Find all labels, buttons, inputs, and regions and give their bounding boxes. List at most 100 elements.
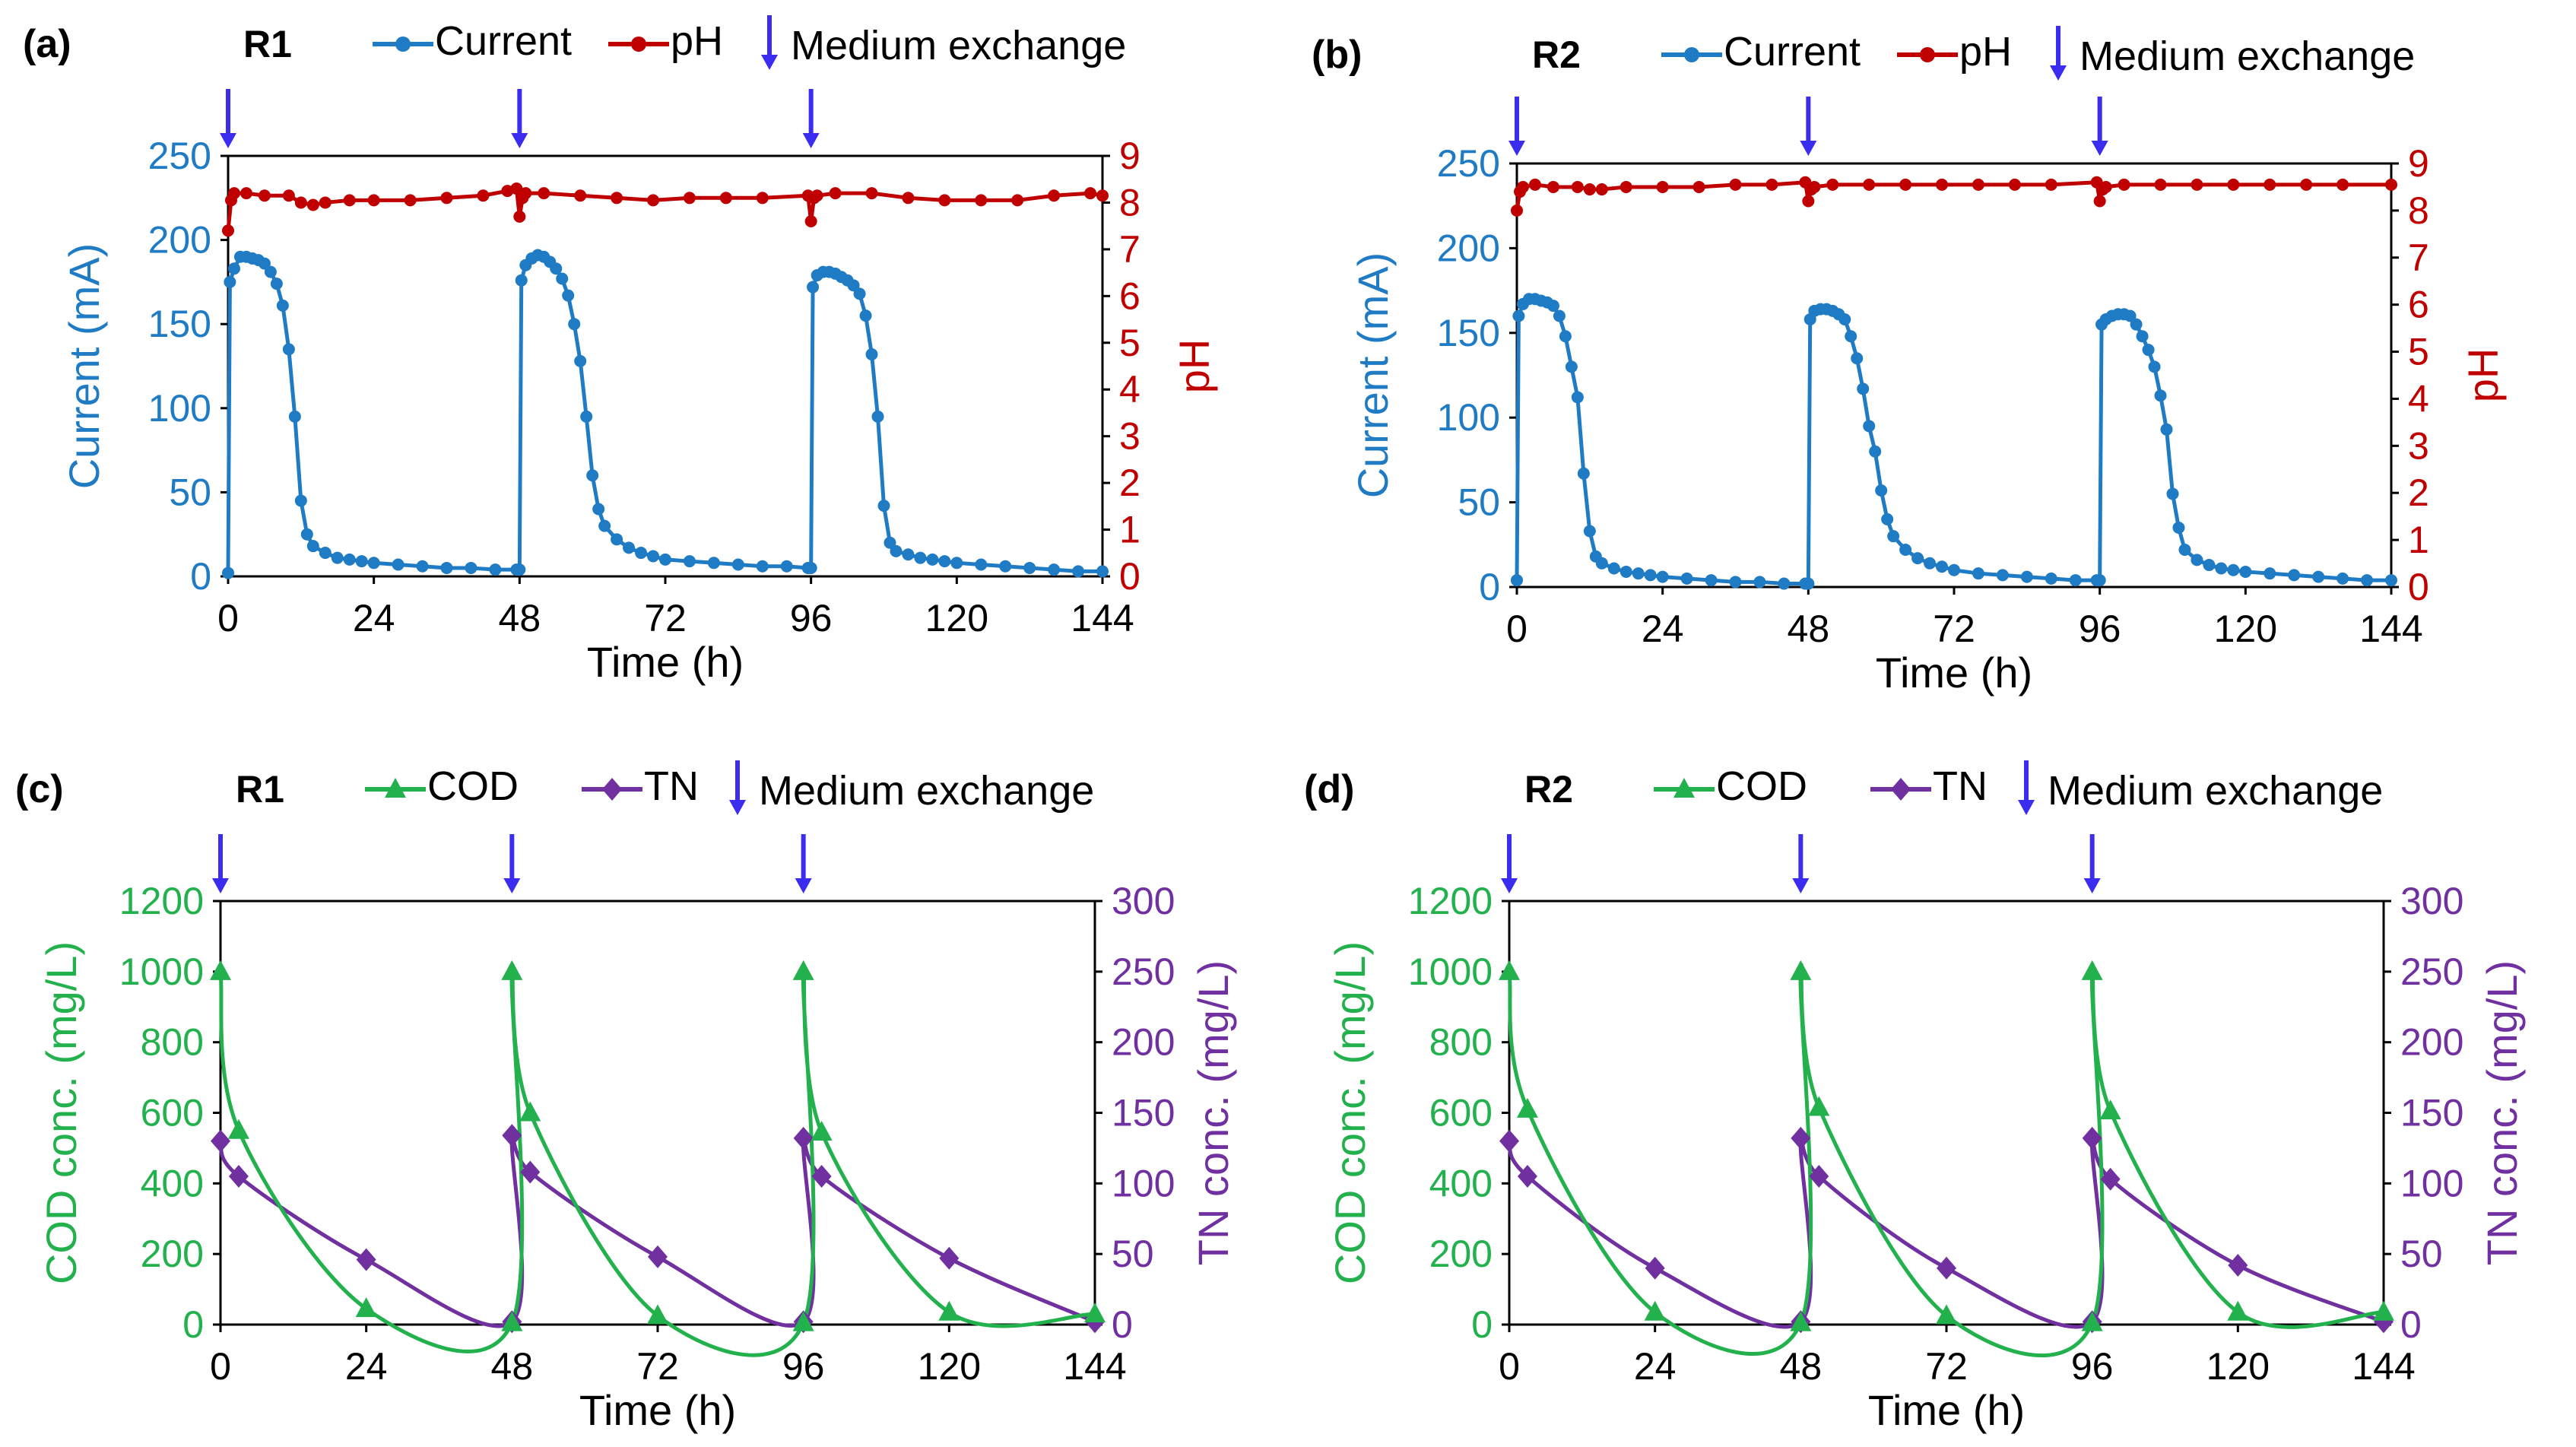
tn-point — [939, 1246, 960, 1270]
x-tick-label: 72 — [644, 597, 687, 639]
current-point — [1072, 565, 1085, 578]
y-left-tick-label: 600 — [1429, 1092, 1493, 1134]
current-point — [227, 262, 240, 275]
current-point — [2203, 559, 2216, 572]
current-point — [731, 558, 744, 571]
y-right-tick-label: 6 — [1119, 274, 1140, 317]
legend-down-arrow-icon — [2018, 760, 2035, 815]
arrow-head — [761, 55, 778, 70]
y-right-tick-label: 8 — [1119, 181, 1140, 224]
current-point — [926, 553, 939, 566]
ph-point — [1808, 180, 1821, 193]
ph-point — [902, 192, 915, 205]
legend-down-arrow-icon — [761, 15, 778, 70]
current-point — [1851, 352, 1864, 365]
current-point — [515, 274, 528, 287]
legend-left-label: Current — [1724, 29, 1861, 75]
current-point — [871, 410, 884, 423]
x-tick-label: 0 — [210, 1345, 231, 1388]
legend-right-marker — [1891, 778, 1911, 801]
x-tick-label: 24 — [345, 1345, 388, 1388]
y-left-tick-label: 150 — [148, 303, 211, 345]
cod-point — [1790, 960, 1812, 980]
current-point — [2215, 562, 2228, 575]
x-tick-label: 120 — [918, 1345, 981, 1388]
current-point — [550, 262, 563, 275]
current-point — [556, 272, 569, 285]
tn-point — [2082, 1126, 2102, 1150]
arrow-head — [220, 133, 236, 148]
current-point — [440, 561, 453, 574]
ph-point — [1528, 178, 1541, 191]
medium-exchange-arrow — [2083, 834, 2101, 893]
legend-down-arrow-icon — [729, 760, 746, 815]
y-right-tick-label: 4 — [2408, 377, 2429, 420]
legend-left-marker — [1684, 47, 1699, 62]
tn-point — [502, 1124, 522, 1147]
current-point — [635, 547, 648, 560]
legend: Current pH Medium exchange — [373, 15, 1126, 70]
current-point — [950, 557, 963, 570]
current-point — [1996, 569, 2009, 582]
reactor-label: R2 — [1532, 33, 1581, 76]
legend: Current pH Medium exchange — [1661, 26, 2415, 81]
y-left-tick-label: 1200 — [119, 880, 204, 922]
ph-point — [865, 187, 878, 200]
current-point — [2178, 543, 2191, 556]
current-point — [1620, 565, 1632, 578]
current-point — [2142, 344, 2155, 357]
current-point — [2288, 569, 2301, 582]
current-point — [1565, 360, 1578, 373]
current-point — [865, 348, 878, 361]
x-tick-label: 144 — [2352, 1345, 2415, 1388]
y-right-tick-label: 0 — [1112, 1303, 1133, 1346]
legend-right-marker — [602, 778, 622, 801]
y-left-tick-label: 50 — [1458, 481, 1500, 524]
legend-marker-label: Medium exchange — [791, 23, 1126, 68]
ph-point — [804, 215, 817, 228]
legend-right-marker — [631, 36, 646, 52]
y-left-tick-label: 1000 — [119, 950, 204, 993]
current-point — [2160, 423, 2173, 436]
y-right-tick-label: 1 — [1119, 509, 1140, 551]
legend-marker-label: Medium exchange — [2048, 768, 2383, 814]
y-right-tick-label: 300 — [1112, 880, 1175, 922]
current-point — [683, 555, 696, 568]
ph-point — [440, 192, 453, 205]
current-point — [2172, 522, 2185, 535]
cod-point — [2081, 960, 2103, 980]
current-point — [2136, 330, 2149, 343]
current-point — [294, 494, 307, 507]
y-right-tick-label: 150 — [1112, 1092, 1175, 1134]
tn-point — [811, 1165, 832, 1188]
current-point — [1857, 382, 1870, 395]
current-point — [1881, 512, 1894, 525]
current-point — [343, 553, 356, 566]
legend-right-marker — [1920, 47, 1935, 62]
cod-point — [792, 960, 814, 980]
y-right-tick-label: 300 — [2400, 880, 2463, 922]
current-point — [1753, 576, 1766, 589]
current-point — [568, 318, 581, 331]
arrow-head — [2091, 141, 2108, 156]
current-point — [1577, 467, 1590, 480]
medium-exchange-arrow — [1792, 834, 1810, 893]
ph-point — [513, 210, 526, 223]
y-left-tick-label: 600 — [141, 1092, 204, 1134]
tn-point — [1645, 1256, 1665, 1280]
current-point — [780, 560, 793, 573]
ph-point — [510, 182, 523, 195]
current-point — [707, 557, 720, 570]
ph-point — [227, 187, 240, 200]
cod-point — [355, 1297, 377, 1318]
current-point — [1875, 484, 1888, 497]
current-point — [1948, 563, 1960, 576]
y-left-tick-label: 400 — [1429, 1162, 1493, 1204]
current-point — [659, 553, 671, 566]
current-point — [1644, 569, 1657, 582]
x-tick-label: 120 — [2214, 608, 2277, 650]
ph-point — [282, 189, 295, 202]
cod-point — [1084, 1303, 1106, 1323]
ph-point — [1571, 180, 1584, 193]
tn-point — [1809, 1165, 1829, 1188]
